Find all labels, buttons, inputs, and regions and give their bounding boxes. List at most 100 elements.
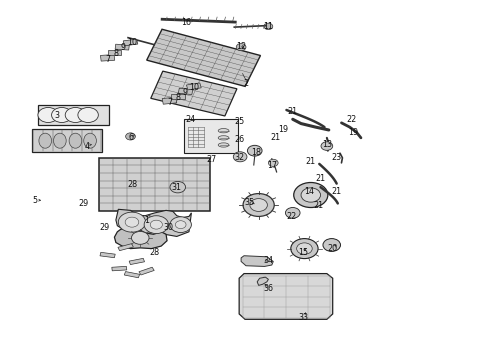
Text: 23: 23 [332, 153, 342, 162]
Text: 7: 7 [105, 55, 110, 64]
Text: 19: 19 [348, 129, 358, 138]
Circle shape [321, 142, 333, 150]
Polygon shape [178, 88, 193, 95]
Text: 18: 18 [251, 148, 261, 157]
Text: 21: 21 [332, 187, 342, 196]
Polygon shape [108, 50, 121, 55]
Polygon shape [100, 55, 115, 61]
Circle shape [170, 181, 186, 193]
Polygon shape [100, 252, 115, 258]
Text: 25: 25 [234, 117, 245, 126]
Polygon shape [99, 158, 210, 211]
Text: 16: 16 [181, 18, 192, 27]
Polygon shape [147, 29, 261, 86]
Text: 21: 21 [306, 157, 316, 166]
Text: 3: 3 [55, 111, 60, 120]
Text: 29: 29 [78, 199, 88, 208]
Text: 21: 21 [316, 174, 325, 183]
Ellipse shape [53, 133, 66, 148]
Ellipse shape [218, 143, 229, 147]
Text: 22: 22 [286, 212, 296, 221]
Polygon shape [32, 129, 102, 152]
Text: 22: 22 [346, 116, 356, 125]
Circle shape [291, 239, 318, 258]
Text: 32: 32 [234, 153, 244, 162]
Polygon shape [118, 244, 133, 251]
Text: 8: 8 [113, 49, 119, 58]
Text: 9: 9 [121, 43, 126, 52]
Text: 34: 34 [264, 256, 273, 265]
Text: 13: 13 [322, 140, 332, 149]
Polygon shape [123, 39, 138, 46]
Polygon shape [187, 83, 201, 90]
Polygon shape [239, 274, 333, 319]
Polygon shape [162, 97, 177, 104]
Circle shape [125, 133, 135, 140]
Circle shape [296, 243, 312, 254]
Circle shape [236, 44, 246, 51]
Text: 19: 19 [278, 126, 288, 135]
Text: 35: 35 [245, 198, 255, 207]
Polygon shape [171, 94, 185, 99]
Text: 12: 12 [236, 41, 246, 50]
Text: 31: 31 [172, 183, 182, 192]
Circle shape [150, 220, 162, 229]
Polygon shape [115, 44, 129, 50]
Ellipse shape [218, 136, 229, 140]
Text: 5: 5 [32, 196, 37, 205]
Ellipse shape [218, 129, 229, 133]
Polygon shape [139, 267, 154, 275]
Text: 8: 8 [175, 93, 180, 102]
Text: 28: 28 [150, 248, 160, 257]
Text: 11: 11 [264, 22, 273, 31]
Text: 21: 21 [270, 133, 280, 142]
Circle shape [301, 188, 320, 202]
Circle shape [175, 221, 186, 229]
Text: 24: 24 [185, 116, 196, 125]
Text: 36: 36 [264, 284, 273, 293]
Circle shape [170, 217, 192, 233]
Text: 10: 10 [127, 38, 137, 47]
Circle shape [250, 199, 268, 211]
Text: 33: 33 [298, 313, 309, 322]
Ellipse shape [39, 133, 51, 148]
Text: 27: 27 [207, 155, 217, 164]
Circle shape [131, 231, 149, 244]
Text: 15: 15 [298, 248, 309, 257]
Circle shape [233, 152, 247, 162]
Polygon shape [116, 209, 192, 237]
Polygon shape [151, 71, 237, 116]
Text: 17: 17 [267, 161, 277, 170]
Text: 30: 30 [163, 222, 173, 231]
Circle shape [264, 23, 273, 30]
Text: 29: 29 [99, 222, 110, 231]
Text: 14: 14 [304, 187, 314, 196]
Text: 4: 4 [84, 141, 89, 150]
Circle shape [269, 159, 278, 166]
Text: 9: 9 [183, 88, 188, 97]
Circle shape [323, 239, 341, 251]
Text: 26: 26 [234, 135, 244, 144]
Circle shape [118, 212, 146, 232]
Text: 2: 2 [244, 79, 248, 88]
Circle shape [294, 183, 328, 207]
Circle shape [286, 207, 300, 218]
Ellipse shape [84, 133, 97, 148]
Polygon shape [257, 277, 269, 285]
Circle shape [243, 194, 274, 216]
Circle shape [144, 216, 169, 234]
Text: 7: 7 [167, 98, 172, 107]
Ellipse shape [69, 133, 82, 148]
Circle shape [247, 145, 262, 156]
Text: 21: 21 [288, 107, 298, 116]
Circle shape [65, 108, 86, 122]
Text: 28: 28 [127, 180, 137, 189]
Text: 6: 6 [128, 133, 133, 142]
Circle shape [78, 108, 98, 122]
Text: 21: 21 [313, 201, 323, 210]
Polygon shape [184, 120, 238, 153]
Text: 20: 20 [328, 244, 338, 253]
Circle shape [38, 108, 58, 122]
Polygon shape [38, 105, 109, 125]
Polygon shape [241, 256, 273, 266]
